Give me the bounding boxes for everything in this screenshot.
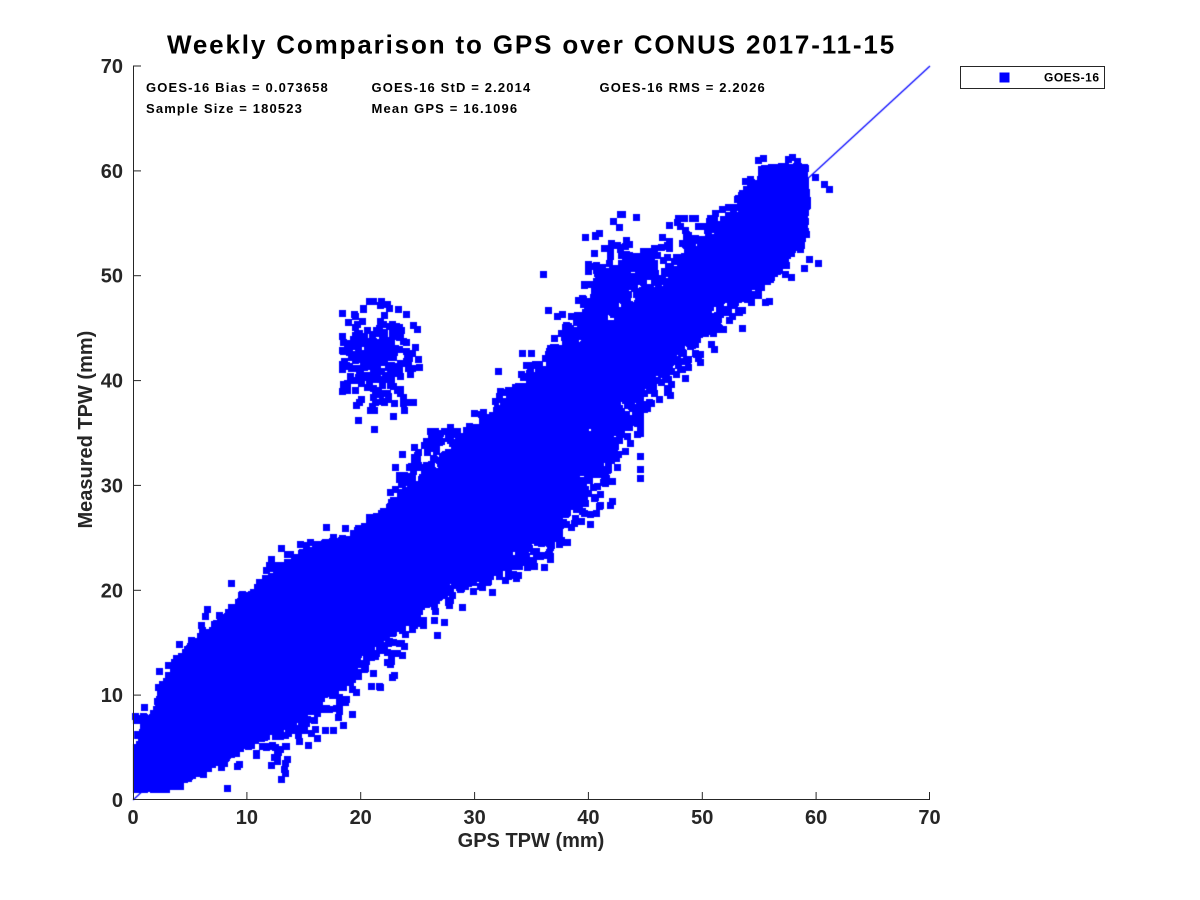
svg-text:Weekly Comparison to GPS over: Weekly Comparison to GPS over CONUS 2017… <box>167 30 896 60</box>
svg-text:GOES-16: GOES-16 <box>1044 71 1100 85</box>
svg-text:60: 60 <box>101 161 123 183</box>
svg-text:70: 70 <box>918 807 940 829</box>
svg-text:GPS TPW (mm): GPS TPW (mm) <box>458 830 605 852</box>
svg-text:Measured TPW (mm): Measured TPW (mm) <box>75 331 97 529</box>
svg-text:Mean GPS = 16.1096: Mean GPS = 16.1096 <box>372 101 519 116</box>
svg-text:30: 30 <box>101 475 123 497</box>
svg-text:40: 40 <box>577 807 599 829</box>
svg-text:20: 20 <box>350 807 372 829</box>
svg-text:GOES-16 Bias = 0.073658: GOES-16 Bias = 0.073658 <box>146 80 329 95</box>
svg-text:40: 40 <box>101 371 123 393</box>
svg-text:30: 30 <box>463 807 485 829</box>
svg-text:10: 10 <box>236 807 258 829</box>
svg-text:60: 60 <box>805 807 827 829</box>
svg-text:50: 50 <box>101 266 123 288</box>
svg-text:0: 0 <box>112 790 123 812</box>
svg-text:GOES-16 StD = 2.2014: GOES-16 StD = 2.2014 <box>372 80 532 95</box>
svg-text:GOES-16 RMS = 2.2026: GOES-16 RMS = 2.2026 <box>600 80 766 95</box>
svg-text:50: 50 <box>691 807 713 829</box>
svg-text:Sample Size = 180523: Sample Size = 180523 <box>146 101 303 116</box>
svg-text:10: 10 <box>101 685 123 707</box>
svg-text:70: 70 <box>101 56 123 78</box>
svg-text:20: 20 <box>101 580 123 602</box>
svg-text:0: 0 <box>127 807 138 829</box>
